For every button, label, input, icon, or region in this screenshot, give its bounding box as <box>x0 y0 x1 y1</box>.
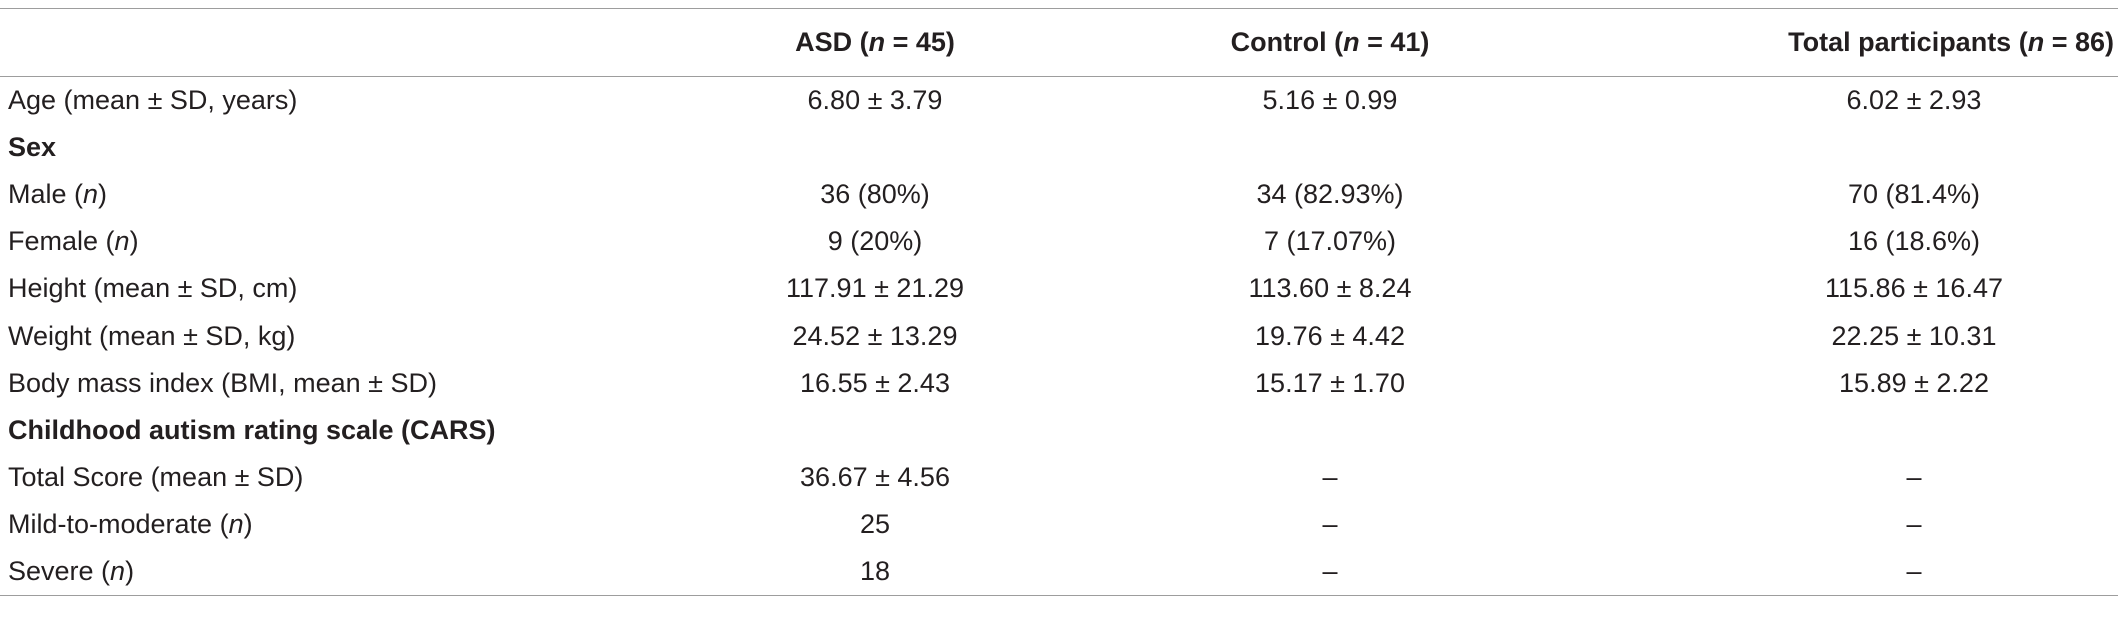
cell-control: – <box>1322 462 1338 493</box>
cell-total: – <box>1550 548 2118 597</box>
table-header: ASD (n = 45) Control (n = 41) Total part… <box>0 8 2118 77</box>
cell-control: – <box>1322 509 1338 540</box>
table-row: Body mass index (BMI, mean ± SD) 16.55 ± … <box>0 360 2118 407</box>
cell-asd: 6.80 ± 3.79 <box>807 84 943 115</box>
header-asd: ASD (n = 45) <box>640 8 1110 77</box>
cell-asd: 24.52 ± 13.29 <box>792 320 958 351</box>
cell-total: 22.25 ± 10.31 <box>1831 320 1997 351</box>
table-row: Male (n) 36 (80%) 34 (82.93%) 70 (81.4%) <box>0 171 2118 218</box>
cell-total: – <box>1906 509 1922 540</box>
cell-total <box>1550 407 2118 454</box>
row-label: Height (mean ± SD, cm) <box>8 273 298 304</box>
cell-total: 6.02 ± 2.93 <box>1846 84 1982 115</box>
table-body: Age (mean ± SD, years) 6.80 ± 3.79 5.16 ± … <box>0 77 2118 597</box>
section-row: Childhood autism rating scale (CARS) <box>0 407 2118 454</box>
cell-asd: 25 <box>859 509 891 540</box>
table-row: Severe (n) 18– – <box>0 548 2118 597</box>
header-control: Control (n = 41) <box>1110 8 1550 77</box>
cell-asd: 117.91 ± 21.29 <box>786 273 964 304</box>
header-total: Total participants (n = 86) <box>1550 8 2118 77</box>
cell-asd <box>640 407 1110 454</box>
table-row: Mild-to-moderate (n) 25 – – <box>0 501 2118 548</box>
row-label: Childhood autism rating scale (CARS) <box>8 414 496 445</box>
cell-control <box>1110 124 1550 171</box>
cell-control: 34 (82.93%) <box>1256 178 1404 209</box>
table-row: Female (n) 9 (20%) 7 (17.07%) 16 (18.6%) <box>0 218 2118 265</box>
cell-asd: 9 (20%) <box>827 226 923 257</box>
row-label: Severe (n) <box>0 548 640 597</box>
cell-asd: 18 <box>640 548 1110 597</box>
header-row: ASD (n = 45) Control (n = 41) Total part… <box>0 8 2118 77</box>
table-row: Total Score (mean ± SD) 36.67 ± 4.56 – – <box>0 454 2118 501</box>
cell-control: 113.60 ± 8.24 <box>1248 273 1412 304</box>
cell-asd <box>640 124 1110 171</box>
cell-total: – <box>1906 462 1922 493</box>
demographics-table-container: ASD (n = 45) Control (n = 41) Total part… <box>0 8 2118 597</box>
row-label: Sex <box>8 131 57 162</box>
cell-control <box>1110 407 1550 454</box>
cell-total: 70 (81.4%) <box>1847 178 1981 209</box>
cell-total <box>1550 124 2118 171</box>
row-label: Body mass index (BMI, mean ± SD) <box>8 367 437 398</box>
cell-control: 19.76 ± 4.42 <box>1255 320 1405 351</box>
row-label: Weight (mean ± SD, kg) <box>8 320 296 351</box>
cell-total: 115.86 ± 16.47 <box>1825 273 2003 304</box>
row-label: Female (n) <box>8 226 139 257</box>
demographics-table: ASD (n = 45) Control (n = 41) Total part… <box>0 8 2118 597</box>
cell-control: 15.17 ± 1.70 <box>1255 367 1405 398</box>
row-label: Mild-to-moderate (n) <box>8 509 253 540</box>
cell-total: 15.89 ± 2.22 <box>1839 367 1989 398</box>
cell-asd: 36 (80%) <box>820 178 930 209</box>
cell-asd: 16.55 ± 2.43 <box>800 367 950 398</box>
row-label: Total Score (mean ± SD) <box>8 462 304 493</box>
section-row: Sex <box>0 124 2118 171</box>
cell-control: 5.16 ± 0.99 <box>1262 84 1398 115</box>
table-row: Weight (mean ± SD, kg) 24.52 ± 13.29 19.76… <box>0 312 2118 359</box>
table-row: Age (mean ± SD, years) 6.80 ± 3.79 5.16 ± … <box>0 77 2118 124</box>
cell-control: – <box>1110 548 1550 597</box>
cell-asd: 36.67 ± 4.56 <box>800 462 950 493</box>
cell-total: 16 (18.6%) <box>1847 226 1981 257</box>
cell-control: 7 (17.07%) <box>1263 226 1397 257</box>
header-blank <box>0 8 640 77</box>
row-label: Age (mean ± SD, years) <box>8 84 298 115</box>
table-row: Height (mean ± SD, cm) 117.91 ± 21.29 113.… <box>0 265 2118 312</box>
row-label: Male (n) <box>8 178 108 209</box>
